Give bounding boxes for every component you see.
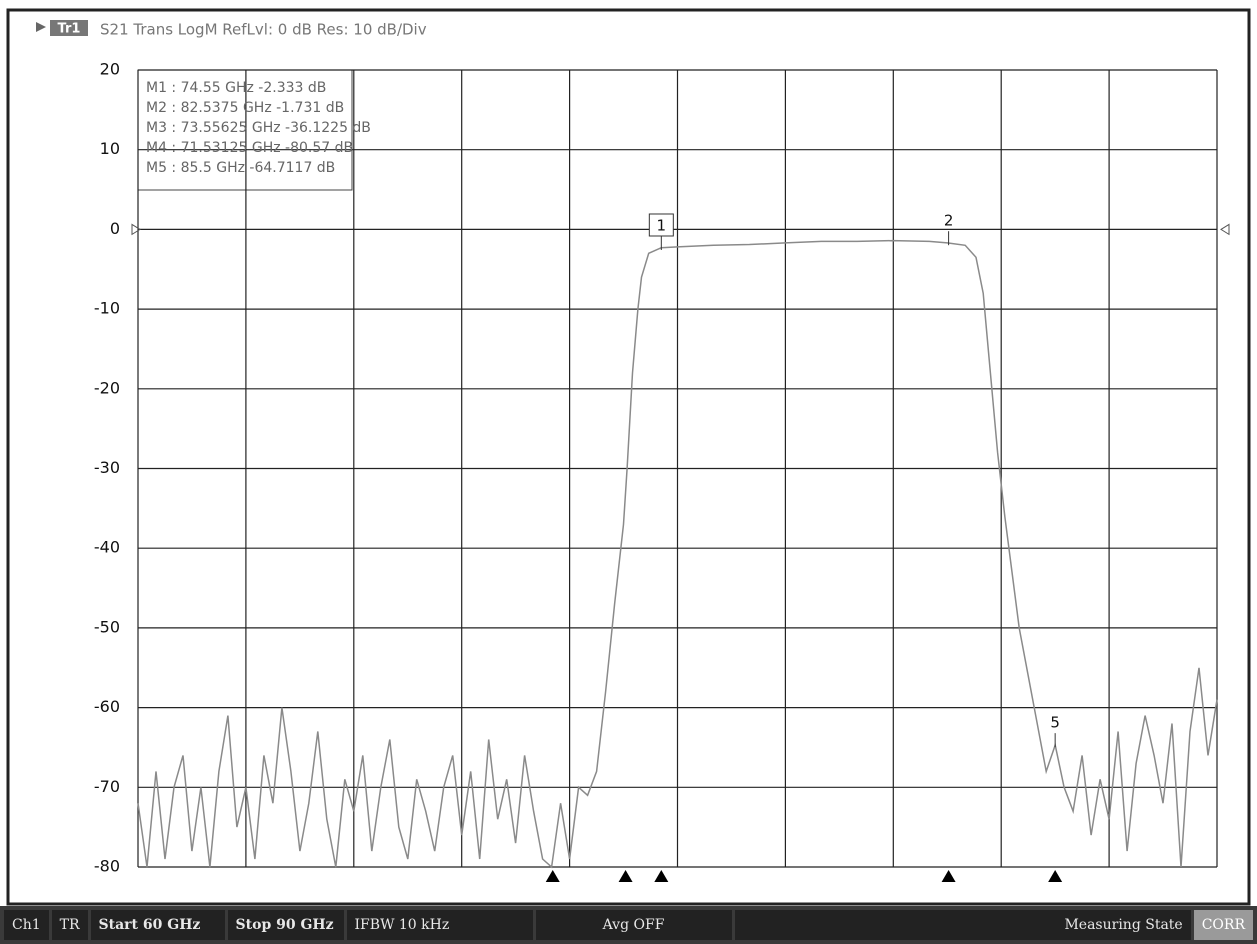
marker-triangle — [941, 870, 956, 882]
marker-readout: M1 : 74.55 GHz -2.333 dB — [146, 80, 326, 96]
marker-readout: M2 : 82.5375 GHz -1.731 dB — [146, 100, 344, 116]
marker-table-bg — [137, 69, 353, 191]
y-tick-label: 10 — [100, 139, 120, 158]
marker-readout: M3 : 73.55625 GHz -36.1225 dB — [146, 120, 371, 136]
marker-flag: 2 — [944, 212, 954, 230]
marker-triangle — [654, 870, 669, 882]
trace-arrow — [36, 22, 46, 32]
marker-triangle — [545, 870, 560, 882]
correction[interactable]: CORR — [1193, 910, 1253, 940]
trace-header: S21 Trans LogM RefLvl: 0 dB Res: 10 dB/D… — [100, 21, 427, 39]
chart: Tr1 S21 Trans LogM RefLvl: 0 dB Res: 10 … — [6, 8, 1251, 906]
y-tick-label: -60 — [94, 697, 120, 716]
status-bar: Ch1 TR Start 60 GHz Stop 90 GHz IFBW 10 … — [0, 906, 1257, 944]
y-tick-label: -20 — [94, 378, 120, 397]
marker-readout: M5 : 85.5 GHz -64.7117 dB — [146, 160, 335, 176]
channel[interactable]: Ch1 — [4, 910, 49, 940]
marker-flag-box — [648, 213, 674, 237]
ref-indicator — [1220, 223, 1230, 236]
start-freq[interactable]: Start 60 GHz — [90, 910, 225, 940]
marker-triangle — [1048, 870, 1063, 882]
y-tick-label: 0 — [110, 219, 120, 238]
marker-readout: M4 : 71.53125 GHz -80.57 dB — [146, 140, 353, 156]
y-tick-label: -50 — [94, 617, 120, 636]
ref-indicator — [131, 223, 141, 236]
y-tick-label: -70 — [94, 777, 120, 796]
y-tick-label: 20 — [100, 60, 120, 79]
badge-bg — [50, 20, 88, 36]
y-tick-label: -40 — [94, 538, 120, 557]
trace — [137, 239, 1218, 869]
marker-triangle — [618, 870, 633, 882]
averaging[interactable]: Avg OFF — [535, 910, 732, 940]
measuring-state: Measuring State — [734, 910, 1191, 940]
y-tick-label: -30 — [94, 458, 120, 477]
y-tick-label: -10 — [94, 299, 120, 318]
stop-freq[interactable]: Stop 90 GHz — [227, 910, 344, 940]
trace[interactable]: TR — [51, 910, 88, 940]
marker-flag: 5 — [1050, 714, 1060, 732]
y-tick-label: -80 — [94, 857, 120, 876]
trace-badge: Tr1 — [58, 22, 81, 37]
marker-flag: 1 — [657, 216, 667, 234]
ifbw[interactable]: IFBW 10 kHz — [346, 910, 533, 940]
